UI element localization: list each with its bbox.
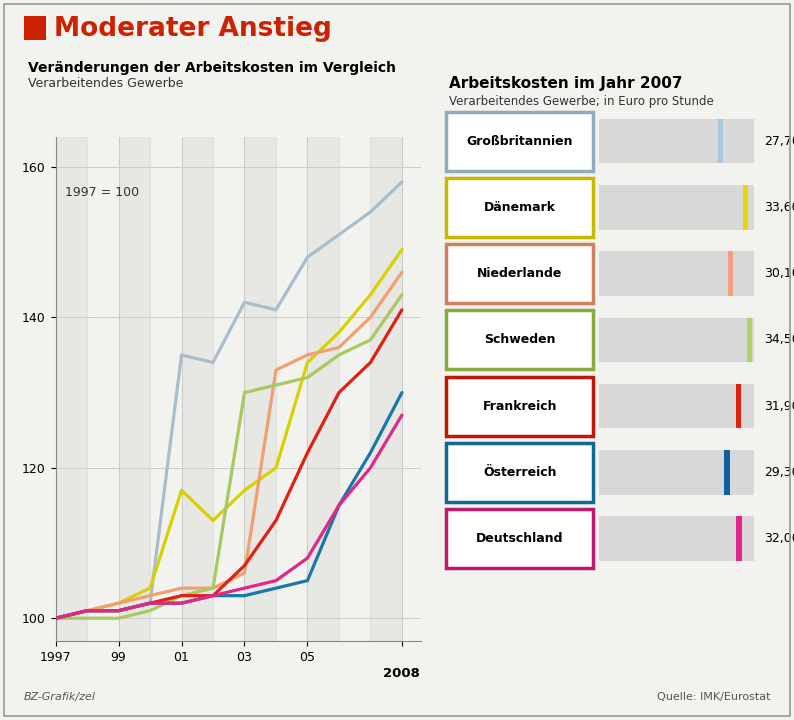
Text: 27,70: 27,70 xyxy=(764,135,794,148)
Bar xyxy=(307,137,339,641)
Text: BZ-Grafik/zel: BZ-Grafik/zel xyxy=(24,692,96,702)
Text: 30,10: 30,10 xyxy=(764,267,794,280)
Text: 33,60: 33,60 xyxy=(764,201,794,214)
Text: Deutschland: Deutschland xyxy=(476,532,564,545)
Text: Niederlande: Niederlande xyxy=(477,267,562,280)
Text: 2008: 2008 xyxy=(384,667,420,680)
Bar xyxy=(245,137,276,641)
Bar xyxy=(56,137,87,641)
Text: Quelle: IMK/Eurostat: Quelle: IMK/Eurostat xyxy=(657,692,770,702)
Bar xyxy=(371,137,402,641)
Text: Verarbeitendes Gewerbe; in Euro pro Stunde: Verarbeitendes Gewerbe; in Euro pro Stun… xyxy=(449,95,713,108)
Text: 29,30: 29,30 xyxy=(764,466,794,479)
Text: 1997 = 100: 1997 = 100 xyxy=(65,186,139,199)
Text: 34,50: 34,50 xyxy=(764,333,794,346)
Text: Verarbeitendes Gewerbe: Verarbeitendes Gewerbe xyxy=(28,77,183,90)
Text: Frankreich: Frankreich xyxy=(483,400,557,413)
Bar xyxy=(118,137,150,641)
Text: Österreich: Österreich xyxy=(483,466,557,479)
Text: 32,00: 32,00 xyxy=(764,532,794,545)
Bar xyxy=(182,137,213,641)
Text: 31,90: 31,90 xyxy=(764,400,794,413)
Text: Arbeitskosten im Jahr 2007: Arbeitskosten im Jahr 2007 xyxy=(449,76,682,91)
Text: Schweden: Schweden xyxy=(484,333,556,346)
Text: Veränderungen der Arbeitskosten im Vergleich: Veränderungen der Arbeitskosten im Vergl… xyxy=(28,61,395,75)
Text: Großbritannien: Großbritannien xyxy=(466,135,573,148)
Text: Dänemark: Dänemark xyxy=(484,201,556,214)
Text: Moderater Anstieg: Moderater Anstieg xyxy=(54,16,332,42)
